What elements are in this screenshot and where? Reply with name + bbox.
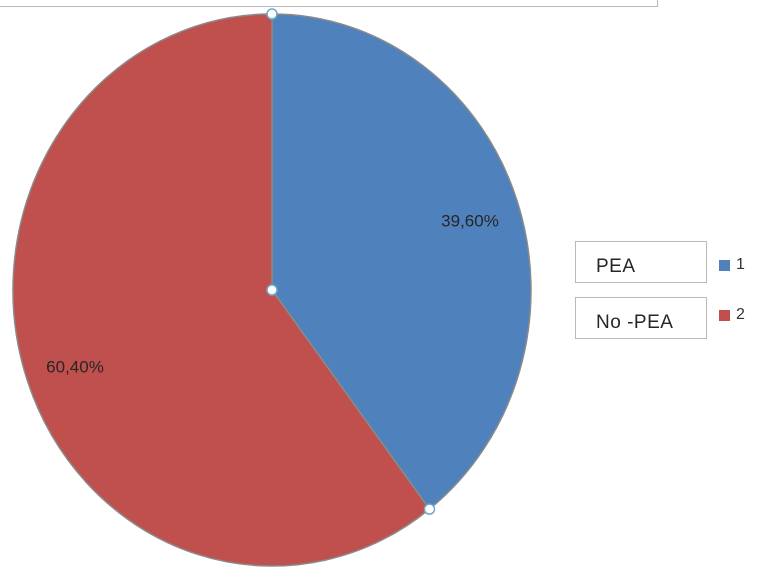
text-box-no-pea[interactable]: No -PEA xyxy=(575,297,707,339)
handle-top[interactable] xyxy=(266,8,278,20)
pie-data-labels: 39,60% 60,40% xyxy=(46,211,499,376)
pie-slice-2[interactable] xyxy=(12,13,431,567)
legend-swatch-2 xyxy=(719,310,730,321)
handle-center[interactable] xyxy=(266,284,278,296)
legend-label-2: 2 xyxy=(736,306,745,323)
handle-boundary[interactable] xyxy=(423,503,436,515)
data-label-2: 60,40% xyxy=(46,357,104,376)
legend: 12 xyxy=(719,256,745,323)
legend-swatch-1 xyxy=(719,260,730,271)
data-label-1: 39,60% xyxy=(441,211,499,230)
pie-slices xyxy=(12,13,532,567)
selection-handles xyxy=(266,8,436,515)
pie-slice-1[interactable] xyxy=(271,13,532,511)
legend-label-1: 1 xyxy=(736,256,745,273)
text-box-pea[interactable]: PEA xyxy=(575,241,707,283)
chart-title-box xyxy=(0,0,658,7)
